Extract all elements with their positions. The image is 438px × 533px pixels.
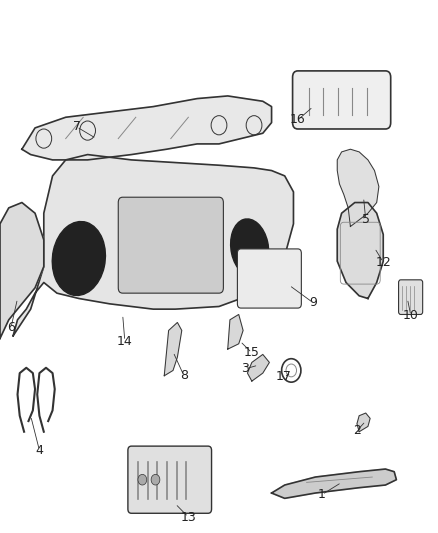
Text: 17: 17 [276,370,292,383]
Polygon shape [357,413,370,432]
Polygon shape [164,322,182,376]
Ellipse shape [231,219,268,277]
FancyBboxPatch shape [237,249,301,308]
Text: 2: 2 [353,424,361,437]
Polygon shape [22,96,272,160]
Text: 5: 5 [362,213,370,226]
Text: 10: 10 [403,309,419,322]
Text: 12: 12 [375,256,391,269]
Text: 7: 7 [73,120,81,133]
Text: 3: 3 [241,362,249,375]
Circle shape [151,474,160,485]
Text: 16: 16 [290,114,306,126]
Circle shape [138,474,147,485]
Text: 15: 15 [244,346,260,359]
FancyBboxPatch shape [118,197,223,293]
Polygon shape [13,155,293,336]
FancyBboxPatch shape [293,71,391,129]
Polygon shape [272,469,396,498]
Text: 9: 9 [309,296,317,309]
FancyBboxPatch shape [399,280,423,314]
Polygon shape [337,149,379,227]
Ellipse shape [52,222,106,295]
Polygon shape [0,203,44,338]
Text: 1: 1 [318,488,326,501]
Polygon shape [228,314,243,349]
Text: 13: 13 [180,511,196,523]
Text: 6: 6 [7,321,15,334]
Polygon shape [247,354,269,381]
Text: 8: 8 [180,369,188,382]
Text: 14: 14 [117,335,133,348]
Polygon shape [337,203,383,298]
FancyBboxPatch shape [128,446,212,513]
Text: 4: 4 [35,444,43,457]
